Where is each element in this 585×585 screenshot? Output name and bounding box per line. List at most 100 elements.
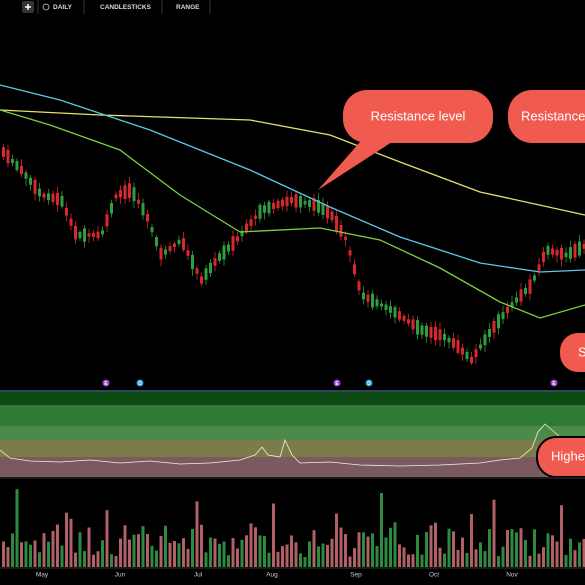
volume-bar [564, 554, 568, 567]
volume-bar [173, 541, 176, 567]
volume-bar [6, 547, 10, 567]
price-candles [2, 144, 585, 366]
volume-bar [474, 549, 478, 567]
candle-body [150, 227, 154, 233]
candle-body [263, 205, 266, 213]
candle-body [497, 314, 500, 329]
volume-bar [60, 545, 64, 567]
candle-body [573, 244, 577, 258]
volume-bar [258, 535, 262, 567]
candle-body [402, 315, 406, 321]
candle-body [488, 329, 491, 337]
candle-body [312, 198, 316, 211]
candle-body [173, 243, 176, 247]
candle-body [38, 188, 41, 197]
volume-bar [240, 539, 244, 567]
volume-bar [366, 536, 370, 567]
volume-bar [11, 533, 14, 567]
candle-body [276, 200, 280, 209]
candle-body [285, 196, 289, 207]
volume-bar [96, 551, 100, 567]
candle-body [186, 250, 190, 256]
volume-bar [488, 529, 491, 567]
volume-bar [110, 554, 113, 567]
event-marker [550, 379, 558, 387]
volume-bar [213, 538, 217, 567]
volume-bar [456, 549, 460, 567]
volume-bar [123, 525, 127, 567]
volume-bar [321, 543, 325, 567]
volume-bar [114, 555, 118, 567]
moving-average [0, 109, 585, 319]
candle-body [65, 207, 68, 216]
candle-body [506, 306, 509, 314]
month-label: May [36, 572, 49, 579]
month-label: Sep [350, 572, 362, 579]
candle-body [168, 246, 172, 252]
volume-bar [105, 510, 109, 567]
volume-bar [209, 537, 212, 567]
volume-bar [551, 535, 554, 567]
volume-bar [83, 551, 86, 567]
candle-body [479, 344, 482, 349]
candle-body [483, 334, 487, 346]
candle-body [461, 347, 464, 355]
volume-bar [578, 542, 581, 567]
candle-body [123, 185, 127, 200]
volume-bar [447, 528, 451, 567]
event-label: E [335, 381, 339, 387]
candle-body [555, 249, 559, 256]
volume-bar [438, 547, 442, 567]
candle-body [438, 329, 442, 340]
candle-body [204, 268, 208, 280]
candle-body [317, 200, 320, 213]
volume-bar [177, 543, 181, 567]
volume-bar [20, 542, 23, 567]
volume-bar [393, 522, 397, 567]
volume-bar [542, 547, 545, 567]
volume-bar [344, 534, 347, 567]
volume-bar [524, 539, 527, 567]
volume-bar [411, 554, 415, 567]
candle-body [110, 202, 113, 214]
callout [343, 90, 493, 143]
candle-body [384, 304, 388, 311]
candle-body [11, 159, 14, 163]
candle-body [362, 292, 365, 300]
volume-bar [501, 546, 505, 567]
volume-bar [33, 540, 37, 567]
candle-body [209, 262, 212, 274]
range-button[interactable]: RANGE [176, 4, 200, 11]
candle-body [429, 326, 433, 338]
volume-bar [299, 553, 302, 567]
volume-bar [191, 528, 194, 567]
candle-body [321, 203, 325, 215]
interval-button[interactable]: DAILY [53, 4, 73, 11]
volume-bar [384, 537, 388, 567]
candle-body [141, 202, 145, 216]
volume-bar [245, 535, 248, 567]
volume-bars [2, 489, 585, 567]
candle-body [69, 218, 73, 226]
volume-bar [470, 514, 473, 567]
candle-body [87, 233, 91, 237]
candle-body [92, 233, 95, 237]
volume-bar [519, 528, 523, 567]
band [0, 457, 585, 477]
callout [508, 90, 585, 143]
candle-body [353, 264, 356, 275]
volume-bar [200, 524, 203, 567]
chart-type-button[interactable]: CANDLESTICKS [100, 4, 152, 11]
volume-bar [204, 552, 208, 567]
volume-bar [15, 489, 19, 567]
candle-body [119, 189, 122, 198]
callout [536, 436, 585, 478]
volume-bar [218, 543, 221, 567]
volume-bar [182, 538, 185, 567]
candle-body [222, 245, 226, 260]
candle-body [542, 251, 545, 263]
volume-bar [150, 545, 154, 567]
callout [560, 333, 585, 372]
candle-body [528, 279, 532, 294]
